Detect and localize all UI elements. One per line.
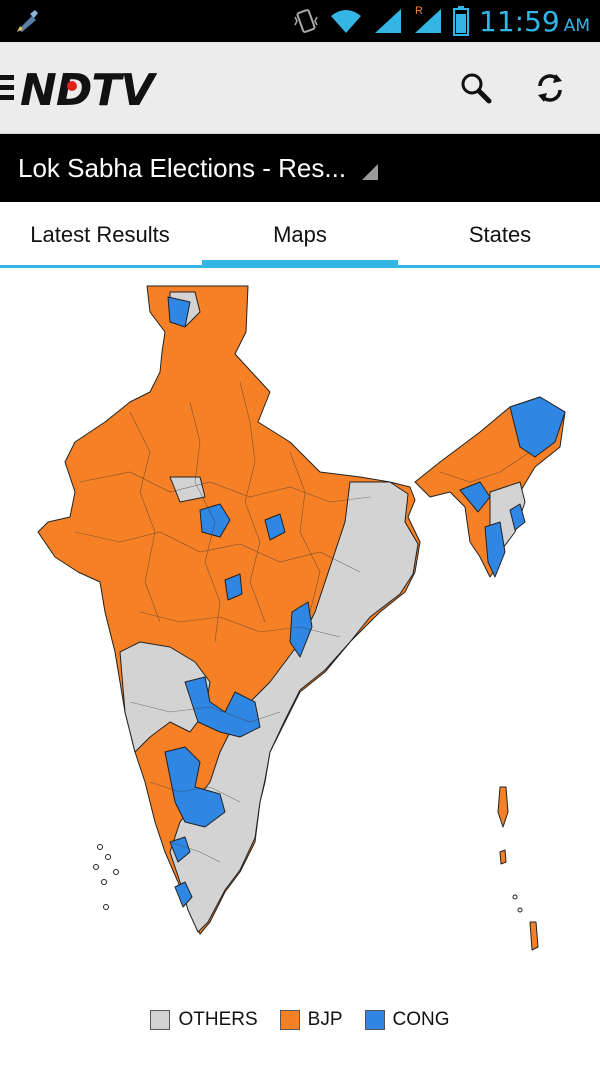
map-andaman-islands-2 <box>499 849 507 865</box>
status-bar: R 11:59 AM <box>0 0 600 42</box>
legend-item-others: OTHERS <box>150 1009 258 1031</box>
map-lakshadweep-5 <box>101 879 107 885</box>
map-cong-chhattisgarh <box>289 601 313 658</box>
logo-text: NDTV <box>20 68 157 108</box>
tab-maps[interactable]: Maps <box>200 202 400 268</box>
refresh-icon[interactable] <box>532 70 568 106</box>
map-nicobar-dot-2 <box>517 907 523 913</box>
tab-bar: Latest Results Maps States <box>0 202 600 268</box>
section-title: Lok Sabha Elections - Res... <box>18 153 347 183</box>
legend-label-bjp: BJP <box>307 1009 343 1030</box>
map-constituency-lines <box>74 381 531 863</box>
map-nicobar-dot-1 <box>512 894 518 900</box>
map-cong-maharashtra <box>184 676 261 738</box>
legend-label-cong: CONG <box>392 1009 450 1030</box>
legend-swatch-bjp <box>279 1010 300 1030</box>
map-cong-kerala-south <box>174 881 193 908</box>
tab-latest-results[interactable]: Latest Results <box>30 222 170 247</box>
logo-dot <box>67 81 77 91</box>
map-cong-gujarat <box>224 573 243 601</box>
map-others-up <box>169 476 206 503</box>
search-icon[interactable] <box>458 70 494 106</box>
clock-ampm: AM <box>563 15 590 36</box>
map-cong-mizoram <box>484 521 506 578</box>
map-legend: OTHERS BJP CONG <box>0 1005 600 1035</box>
map-cong-karnataka <box>164 746 226 828</box>
section-spinner[interactable]: Lok Sabha Elections - Res... <box>0 134 600 202</box>
cleaner-icon <box>17 10 38 32</box>
action-bar: NDTV <box>0 42 600 134</box>
ndtv-logo[interactable]: NDTV <box>0 68 205 108</box>
map-mainland <box>37 285 421 935</box>
legend-item-cong: CONG <box>364 1009 450 1031</box>
legend-item-bjp: BJP <box>279 1009 343 1031</box>
map-cong-kerala <box>169 836 191 863</box>
signal-icon <box>375 9 401 33</box>
map-lakshadweep-1 <box>97 844 103 850</box>
tab-states[interactable]: States <box>468 222 532 247</box>
map-cong-assam <box>509 396 566 458</box>
map-lakshadweep-6 <box>103 904 109 910</box>
menu-icon[interactable] <box>0 75 14 100</box>
map-cong-central <box>264 513 286 541</box>
wifi-icon <box>331 10 361 33</box>
roaming-badge: R <box>415 5 423 17</box>
legend-label-others: OTHERS <box>178 1009 258 1030</box>
map-nicobar-islands <box>529 921 539 951</box>
map-lakshadweep-2 <box>105 854 111 860</box>
map-andaman-islands <box>497 786 509 828</box>
legend-swatch-cong <box>364 1010 385 1030</box>
clock: 11:59 AM <box>479 5 590 38</box>
roaming-signal-icon: R <box>413 5 443 35</box>
spinner-arrow-icon <box>362 164 378 180</box>
india-election-map[interactable] <box>20 282 580 972</box>
map-others-east <box>169 481 419 933</box>
legend-swatch-others <box>150 1010 171 1030</box>
map-cong-meghalaya <box>509 503 526 531</box>
map-cong-kashmir <box>167 296 191 328</box>
battery-icon <box>453 6 469 36</box>
map-cong-mp <box>199 503 231 538</box>
map-cong-nagaland <box>459 481 491 513</box>
clock-time: 11:59 <box>479 4 560 38</box>
map-lakshadweep-4 <box>113 869 119 875</box>
map-lakshadweep-3 <box>93 864 99 870</box>
vibrate-icon <box>294 9 318 33</box>
